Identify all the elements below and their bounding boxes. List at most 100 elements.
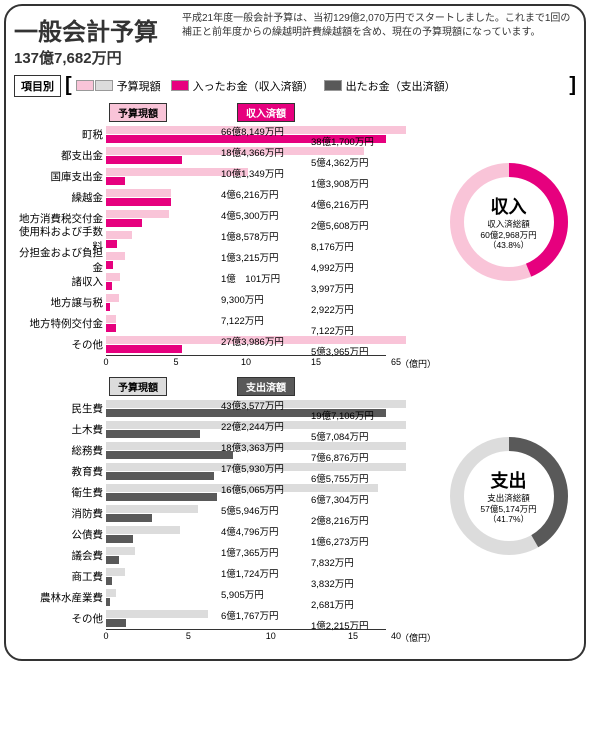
row-label: 地方譲与税 <box>14 295 106 310</box>
revenue-axis: 05101565（億円） <box>106 355 386 371</box>
legend-text: 出たお金（支出済額） <box>346 78 456 94</box>
bars: 66億8,149万円38億1,700万円 <box>106 125 386 143</box>
bars: 4億4,796万円1億6,273万円 <box>106 525 386 543</box>
row-label: 教育費 <box>14 464 106 479</box>
budget-value: 1億1,724万円 <box>221 566 279 580</box>
bars: 1億 101万円3,997万円 <box>106 272 386 290</box>
row-label: 国庫支出金 <box>14 169 106 184</box>
budget-bar <box>106 547 135 555</box>
legend-items: 予算現額入ったお金（収入済額）出たお金（支出済額） <box>76 78 566 94</box>
row-label: 商工費 <box>14 569 106 584</box>
bars: 17億5,930万円6億5,755万円 <box>106 462 386 480</box>
chart-row: 農林水産業費5,905万円2,681万円 <box>14 587 576 607</box>
axis-tick: 5 <box>173 357 178 367</box>
budget-value: 1億3,215万円 <box>221 250 279 264</box>
bars: 22億2,244万円5億7,084万円 <box>106 420 386 438</box>
budget-value: 5,905万円 <box>221 587 264 601</box>
row-label: 分担金および負担金 <box>14 245 106 275</box>
budget-value: 18億4,366万円 <box>221 145 284 159</box>
row-label: 地方特例交付金 <box>14 316 106 331</box>
row-label: 総務費 <box>14 443 106 458</box>
chart-row: 地方特例交付金7,122万円7,122万円 <box>14 313 576 333</box>
donut-center: 支出 支出済総額57億5,174万円（41.7%） <box>475 462 543 530</box>
expense-axis: 05101540（億円） <box>106 629 386 645</box>
budget-value: 7,122万円 <box>221 313 264 327</box>
bracket-left-icon: [ <box>65 74 72 97</box>
donut-title: 支出 <box>491 467 527 493</box>
budget-bar <box>106 294 119 302</box>
actual-bar <box>106 303 110 311</box>
actual-bar <box>106 345 182 353</box>
legend-text: 入ったお金（収入済額） <box>193 78 314 94</box>
axis-tick: 10 <box>266 631 276 641</box>
row-label: 衛生費 <box>14 485 106 500</box>
budget-bar <box>106 273 120 281</box>
bars: 18億4,366万円5億4,362万円 <box>106 146 386 164</box>
main-title: 一般会計予算 <box>14 12 174 47</box>
budget-value: 5億5,946万円 <box>221 503 279 517</box>
chart-row: 土木費22億2,244万円5億7,084万円 <box>14 419 576 439</box>
budget-value: 1億8,578万円 <box>221 229 279 243</box>
actual-bar <box>106 261 113 269</box>
donut-center: 収入 収入済総額60億2,968万円（43.8%） <box>475 188 543 256</box>
donut-subtitle: 支出済総額57億5,174万円（41.7%） <box>480 493 536 525</box>
legend-swatch <box>171 80 189 91</box>
bracket-right-icon: ] <box>569 74 576 97</box>
budget-value: 4億4,796万円 <box>221 524 279 538</box>
bars: 5,905万円2,681万円 <box>106 588 386 606</box>
revenue-donut: 収入 収入済総額60億2,968万円（43.8%） <box>441 163 576 281</box>
expense-donut: 支出 支出済総額57億5,174万円（41.7%） <box>441 437 576 555</box>
actual-bar <box>106 619 126 627</box>
bars: 16億5,065万円6億7,304万円 <box>106 483 386 501</box>
donut-title: 収入 <box>491 193 527 219</box>
axis-tick: 15 <box>311 357 321 367</box>
row-label: 都支出金 <box>14 148 106 163</box>
axis-unit: （億円） <box>400 631 436 644</box>
row-label: 民生費 <box>14 401 106 416</box>
bars: 4億5,300万円2億5,608万円 <box>106 209 386 227</box>
actual-bar <box>106 451 233 459</box>
row-label: 町税 <box>14 127 106 142</box>
legend-swatch <box>95 80 113 91</box>
budget-value: 22億2,244万円 <box>221 419 284 433</box>
budget-value: 27億3,986万円 <box>221 334 284 348</box>
budget-value: 43億3,577万円 <box>221 398 284 412</box>
budget-bar <box>106 231 132 239</box>
bars: 9,300万円2,922万円 <box>106 293 386 311</box>
legend-swatch <box>76 80 94 91</box>
bars: 27億3,986万円5億3,965万円 <box>106 335 386 353</box>
actual-bar <box>106 177 125 185</box>
actual-bar <box>106 198 171 206</box>
bars: 18億3,363万円7億6,876万円 <box>106 441 386 459</box>
axis-unit: （億円） <box>400 357 436 370</box>
actual-bar <box>106 535 133 543</box>
bars: 43億3,577万円19億7,106万円 <box>106 399 386 417</box>
budget-value: 16億5,065万円 <box>221 482 284 496</box>
row-label: 議会費 <box>14 548 106 563</box>
axis-tick: 0 <box>103 631 108 641</box>
row-label: その他 <box>14 337 106 352</box>
budget-value: 10億1,349万円 <box>221 166 284 180</box>
axis-tick: 5 <box>186 631 191 641</box>
actual-bar <box>106 556 119 564</box>
actual-bar <box>106 324 116 332</box>
chart-row: その他6億1,767万円1億2,215万円 <box>14 608 576 628</box>
budget-value: 9,300万円 <box>221 292 264 306</box>
bars: 6億1,767万円1億2,215万円 <box>106 609 386 627</box>
legend: 項目別 [ 予算現額入ったお金（収入済額）出たお金（支出済額） ] <box>14 74 576 97</box>
row-label: 繰越金 <box>14 190 106 205</box>
actual-bar <box>106 577 112 585</box>
expense-col-headers: 予算現額支出済額 <box>109 377 576 396</box>
column-header: 予算現額 <box>109 377 167 396</box>
actual-bar <box>106 472 214 480</box>
actual-bar <box>106 514 152 522</box>
budget-value: 4億5,300万円 <box>221 208 279 222</box>
expense-section: 予算現額支出済額 民生費43億3,577万円19億7,106万円土木費22億2,… <box>14 377 576 645</box>
budget-value: 1億 101万円 <box>221 271 280 285</box>
title-box: 一般会計予算 137億7,682万円 <box>14 12 174 68</box>
column-header: 予算現額 <box>109 103 167 122</box>
axis-tick: 10 <box>241 357 251 367</box>
bars: 1億1,724万円3,832万円 <box>106 567 386 585</box>
bars: 1億8,578万円8,176万円 <box>106 230 386 248</box>
revenue-col-headers: 予算現額収入済額 <box>109 103 576 122</box>
